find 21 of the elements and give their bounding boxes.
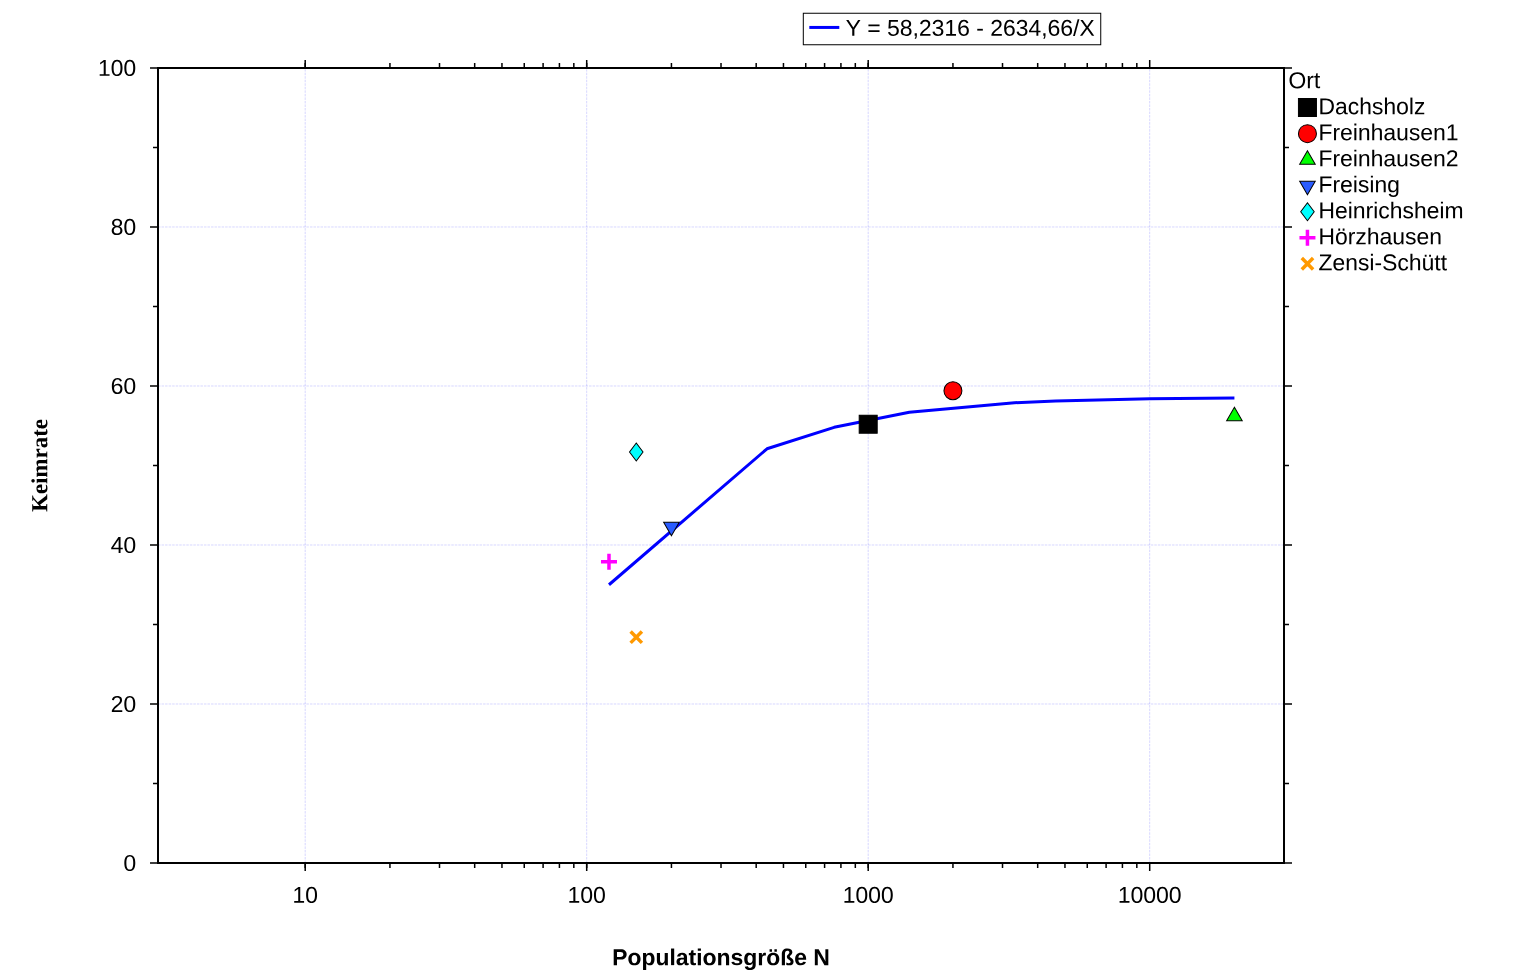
legend-label: Freising — [1320, 175, 1399, 198]
legend-label: Zensi-Schütt — [1319, 253, 1447, 271]
y-tick-label: 40 — [111, 536, 136, 554]
x-tick-label: 1000 — [844, 886, 893, 904]
legend-label: Y = 58,2316 - 2634,66/X — [846, 19, 1095, 39]
y-tick-label: 80 — [111, 218, 136, 236]
legend-label: Freinhausen1 — [1320, 123, 1458, 141]
y-axis-title: Keimrate — [31, 419, 48, 512]
legend-label: Freinhausen2 — [1320, 149, 1458, 167]
legend-label: Heinrichsheim — [1320, 201, 1463, 219]
legend-title: Ort — [1289, 72, 1321, 89]
x-tick-label: 10000 — [1119, 886, 1181, 904]
x-tick-label: 10 — [294, 886, 318, 904]
y-tick-label: 20 — [111, 695, 136, 713]
legend-label: Dachsholz — [1320, 97, 1425, 115]
x-axis-title: Populationsgröße N — [613, 948, 829, 970]
legend-label: Hörzhausen — [1320, 227, 1441, 245]
x-tick-label: 100 — [569, 886, 605, 904]
y-tick-label: 0 — [124, 854, 136, 872]
y-tick-label: 100 — [99, 59, 136, 77]
y-tick-label: 60 — [111, 377, 136, 395]
